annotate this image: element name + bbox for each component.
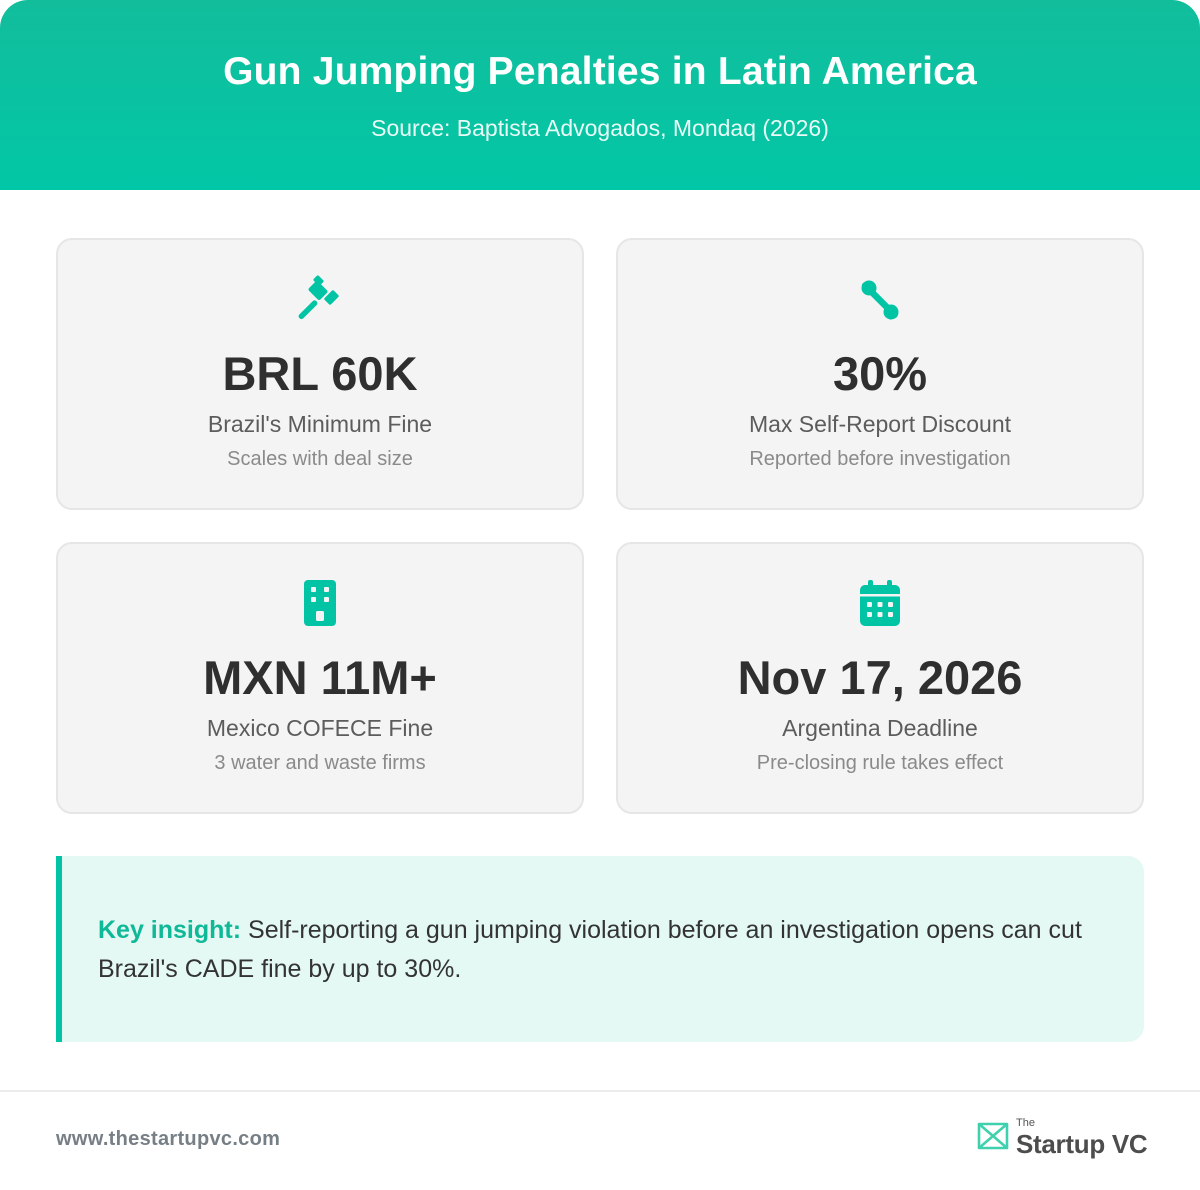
header-banner: Gun Jumping Penalties in Latin America S… xyxy=(0,0,1200,190)
stat-label: Max Self-Report Discount xyxy=(748,411,1012,437)
footer-url[interactable]: www.thestartupvc.com xyxy=(56,1128,281,1150)
key-insight-label: Key insight: xyxy=(98,916,242,944)
key-insight-box: Key insight: Self-reporting a gun jumpin… xyxy=(56,856,1144,1042)
stat-card-argentina-deadline: Nov 17, 2026 Argentina Deadline Pre-clos… xyxy=(616,542,1144,814)
stat-label: Brazil's Minimum Fine xyxy=(207,411,433,437)
stat-card-mexico-fine: MXN 11M+ Mexico COFECE Fine 3 water and … xyxy=(56,542,584,814)
stat-value: Nov 17, 2026 xyxy=(737,651,1023,704)
stat-value: 30% xyxy=(832,347,928,400)
startupvc-logo: The Startup VC xyxy=(975,1116,1150,1162)
stat-subtext: 3 water and waste firms xyxy=(214,752,426,774)
source-caption: Source: Baptista Advogados, Mondaq (2026… xyxy=(371,115,829,141)
stat-label: Mexico COFECE Fine xyxy=(206,715,434,741)
stat-value: MXN 11M+ xyxy=(203,651,437,704)
stat-card-self-report-discount: 30% Max Self-Report Discount Reported be… xyxy=(616,238,1144,510)
logo-the: The xyxy=(1016,1117,1035,1129)
stat-card-brazil-fine: BRL 60K Brazil's Minimum Fine Scales wit… xyxy=(56,238,584,510)
stat-subtext: Reported before investigation xyxy=(749,448,1011,470)
footer-divider xyxy=(0,1090,1200,1092)
key-insight-body: Self-reporting a gun jumping violation b… xyxy=(98,916,1082,983)
gavel-icon xyxy=(298,275,339,320)
logo-mark-icon xyxy=(977,1122,1009,1150)
building-icon xyxy=(304,580,336,626)
stat-value: BRL 60K xyxy=(222,347,418,400)
stat-subtext: Scales with deal size xyxy=(227,448,413,470)
logo-name: Startup VC xyxy=(1016,1129,1148,1159)
stat-subtext: Pre-closing rule takes effect xyxy=(756,752,1004,774)
stat-label: Argentina Deadline xyxy=(782,715,978,741)
percent-icon xyxy=(861,280,899,320)
page-title: Gun Jumping Penalties in Latin America xyxy=(223,50,977,93)
key-insight-text: Key insight: Self-reporting a gun jumpin… xyxy=(98,911,1108,989)
calendar-icon xyxy=(860,580,900,626)
